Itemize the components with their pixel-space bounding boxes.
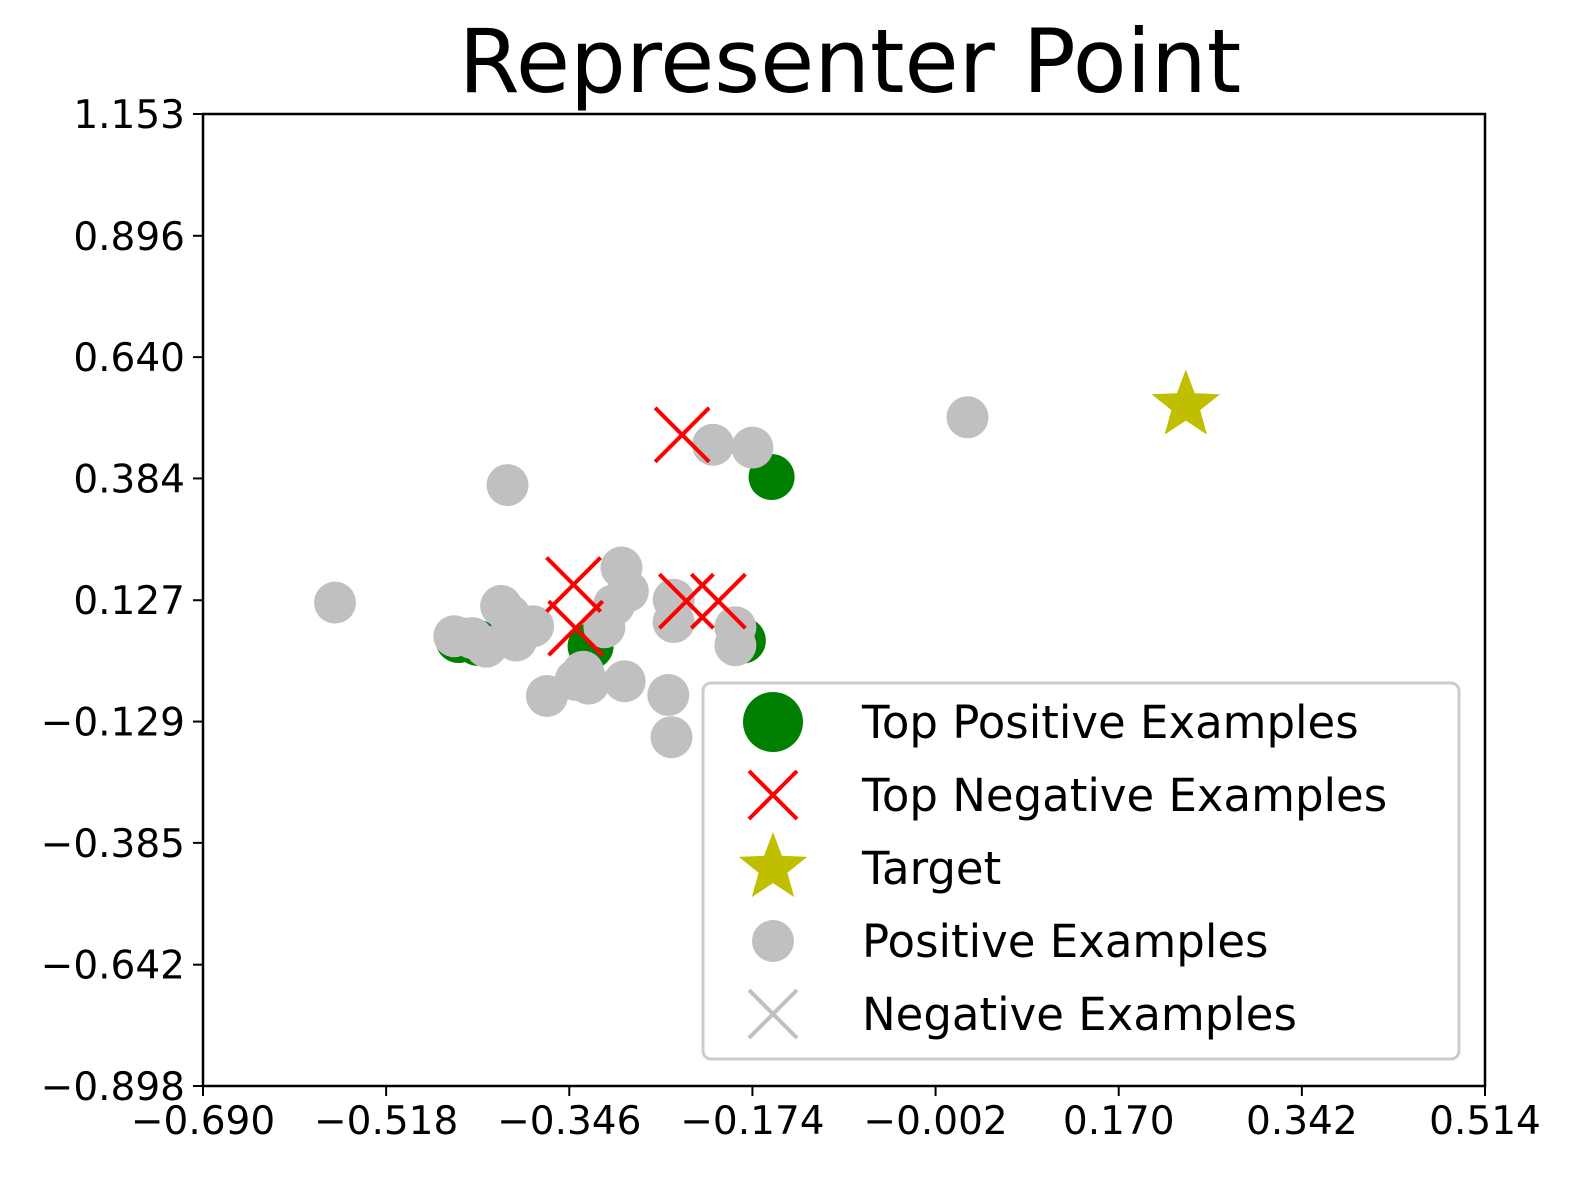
y-tick-label-5: 0.127 <box>73 579 185 624</box>
top-negative-examples-point-1 <box>545 556 602 614</box>
legend-marker-top-negative-examples <box>747 769 799 821</box>
x-tick-label-6: 0.170 <box>1063 1099 1175 1144</box>
target-point-1 <box>1151 369 1220 435</box>
legend-marker-top-positive-examples <box>743 692 803 752</box>
x-tick-label-1: −0.690 <box>131 1099 275 1144</box>
positive-examples-point-18 <box>647 674 690 717</box>
legend-marker-negative-examples-stroke-b <box>747 988 799 1040</box>
x-tick-label-8: 0.514 <box>1429 1099 1541 1144</box>
y-tick-label-4: 0.384 <box>73 457 185 502</box>
top-negative-examples-point-4 <box>689 572 747 630</box>
top-negative-examples-point-1-stroke-b <box>545 556 602 614</box>
positive-examples-point-24 <box>714 624 757 667</box>
y-tick-label-9: −0.898 <box>41 1065 185 1110</box>
y-tick-label-6: −0.129 <box>41 701 185 746</box>
positive-examples-point-5 <box>486 464 529 507</box>
legend-label-negative-examples: Negative Examples <box>862 988 1297 1041</box>
legend-label-top-negative-examples: Top Negative Examples <box>861 769 1387 822</box>
y-tick-label-1: 1.153 <box>73 93 185 138</box>
top-negative-examples-point-4-stroke-b <box>689 572 747 630</box>
legend-label-positive-examples: Positive Examples <box>862 915 1268 968</box>
chart-title: Representer Point <box>459 10 1242 113</box>
legend-marker-negative-examples <box>747 988 799 1040</box>
y-tick-label-2: 0.896 <box>73 215 185 260</box>
positive-examples-point-12 <box>567 662 610 705</box>
x-tick-label-5: −0.002 <box>863 1099 1007 1144</box>
top-negative-examples-point-5-stroke-b <box>653 406 711 464</box>
top-negative-examples-point-3-stroke-b <box>657 572 715 630</box>
plot-area <box>201 112 1487 1088</box>
x-tick-label-4: −0.174 <box>680 1099 824 1144</box>
x-tick-label-2: −0.518 <box>314 1099 458 1144</box>
positive-examples-point-21 <box>650 716 693 759</box>
y-axis: 1.153 0.896 0.640 0.384 0.127 −0.129 −0.385 −0.… <box>41 93 203 1110</box>
top-negative-examples-point-3 <box>657 572 715 630</box>
positive-examples-point-27 <box>946 396 989 439</box>
top-negative-examples-point-2 <box>547 599 605 657</box>
positive-examples-point-20 <box>652 601 695 644</box>
top-negative-examples-point-5 <box>653 406 711 464</box>
positive-examples-point-22 <box>692 423 735 466</box>
positive-examples-point-17 <box>603 660 646 703</box>
legend-marker-positive-examples <box>752 920 794 962</box>
y-tick-label-3: 0.640 <box>73 336 185 381</box>
x-tick-label-3: −0.346 <box>497 1099 641 1144</box>
y-tick-label-8: −0.642 <box>41 944 185 989</box>
top-negative-examples-point-2-stroke-b <box>547 599 605 657</box>
positive-examples-point-16 <box>606 570 649 613</box>
legend-marker-top-negative-examples-stroke-b <box>747 769 799 821</box>
x-axis: −0.690 −0.518 −0.346 −0.174 −0.002 0.170 0.342… <box>131 1086 1541 1144</box>
legend: Top Positive Examples Top Negative Exampl… <box>701 681 1461 1061</box>
legend-label-target: Target <box>861 842 1001 895</box>
positive-examples-point-25 <box>731 426 774 469</box>
positive-examples-point-26 <box>314 581 357 624</box>
y-tick-label-7: −0.385 <box>41 822 185 867</box>
legend-marker-target <box>738 832 808 898</box>
x-tick-label-7: 0.342 <box>1246 1099 1358 1144</box>
positive-examples-point-8 <box>512 605 555 648</box>
legend-label-top-positive-examples: Top Positive Examples <box>861 696 1359 749</box>
legend-box <box>701 681 1461 1061</box>
